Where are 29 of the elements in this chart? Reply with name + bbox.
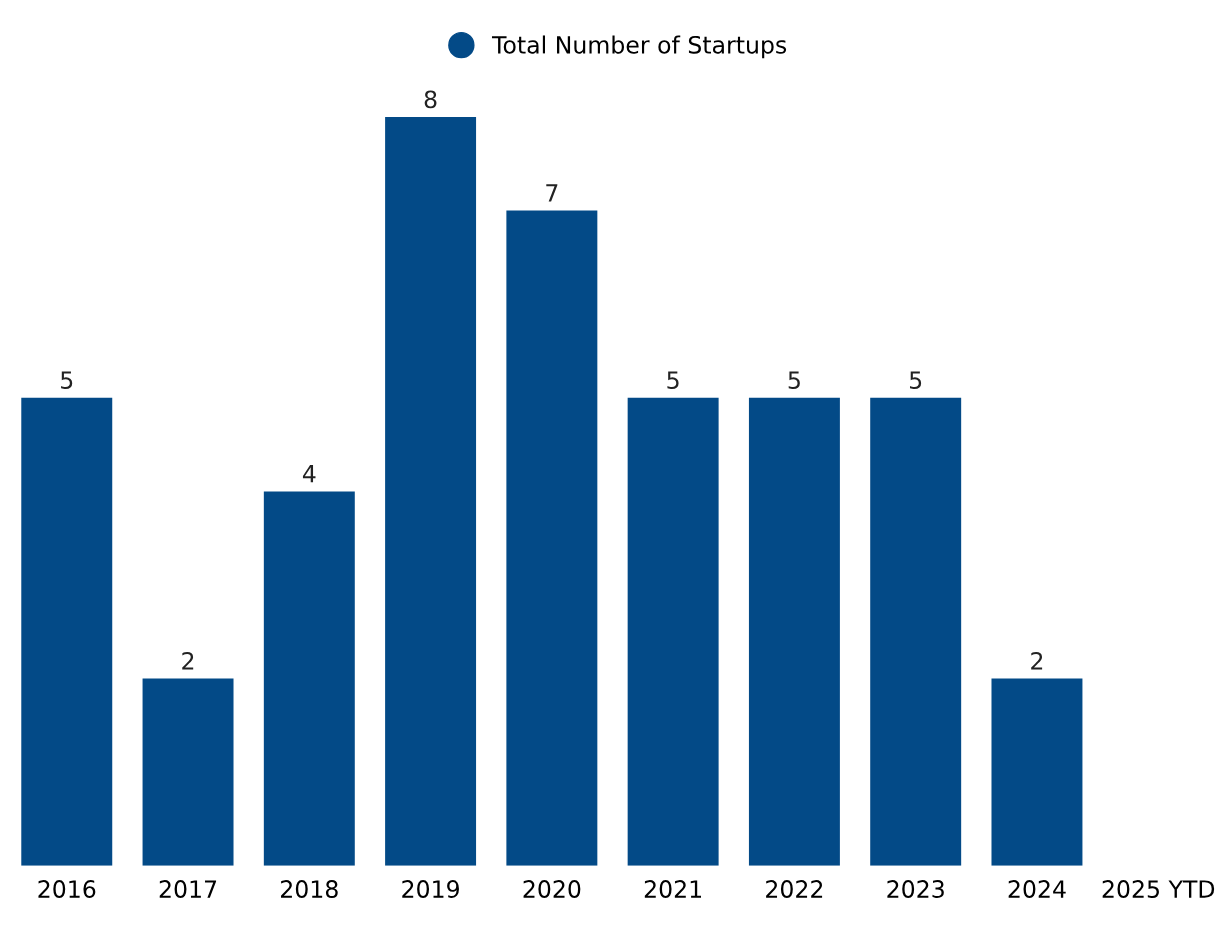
data-label: 5 <box>910 371 922 390</box>
data-label: 7 <box>546 184 558 202</box>
data-label: 5 <box>788 371 800 390</box>
legend-label: Total Number of Startups <box>491 35 787 59</box>
bar <box>627 397 719 866</box>
data-label: 4 <box>302 465 316 483</box>
bar <box>263 491 355 866</box>
x-tick-label: 2024 <box>1008 880 1066 898</box>
bar <box>991 678 1083 866</box>
data-label: 5 <box>667 371 679 390</box>
bar <box>385 117 477 866</box>
x-tick-label: 2023 <box>887 880 944 898</box>
bar <box>870 397 962 866</box>
bar <box>142 678 234 866</box>
x-tick-label: 2017 <box>159 880 217 898</box>
x-tick-label: 2020 <box>523 880 581 898</box>
data-label: 2 <box>182 652 194 670</box>
x-tick-label: 2018 <box>281 880 338 898</box>
x-tick-label: 2025 YTD <box>1102 880 1215 898</box>
x-tick-label: 2016 <box>38 880 96 898</box>
data-label: 2 <box>1031 652 1043 670</box>
bar <box>748 397 840 866</box>
data-label: 5 <box>61 371 73 390</box>
data-label: 8 <box>424 90 437 109</box>
x-tick-label: 2021 <box>644 880 701 898</box>
x-tick-label: 2022 <box>766 880 823 898</box>
bar <box>21 397 113 866</box>
x-tick-label: 2019 <box>402 880 459 898</box>
bar <box>506 210 598 866</box>
